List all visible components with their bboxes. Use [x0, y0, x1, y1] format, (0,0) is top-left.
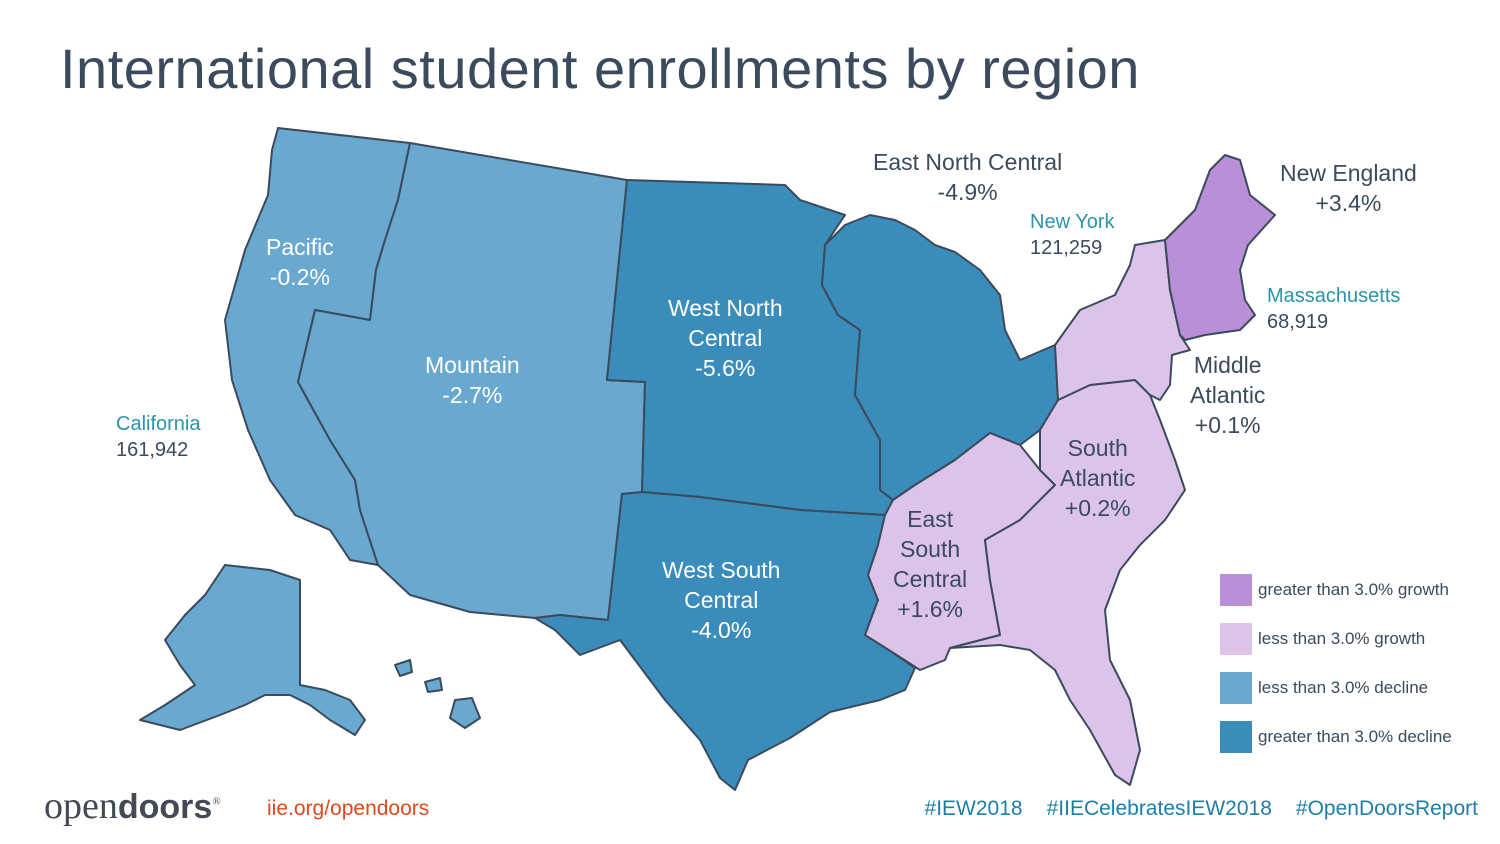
legend-item-strong-growth: greater than 3.0% growth [1220, 573, 1452, 607]
state-name: California [116, 413, 201, 435]
region-change: +3.4% [1315, 189, 1382, 216]
region-change: -0.2% [269, 263, 330, 290]
legend-swatch [1220, 672, 1252, 704]
label-pacific: Pacific -0.2% [266, 233, 334, 293]
region-name-line2: Central [684, 586, 759, 613]
page-title: International student enrollments by reg… [60, 37, 1140, 100]
hashtag-list: #IEW2018 #IIECelebratesIEW2018 #OpenDoor… [925, 797, 1478, 821]
legend-item-strong-decline: greater than 3.0% decline [1220, 720, 1452, 754]
region-name-line2: Central [688, 324, 763, 351]
opendoors-logo: opendoors® [44, 784, 221, 828]
legend: greater than 3.0% growth less than 3.0% … [1220, 573, 1452, 769]
label-west-north-central: West North Central -5.6% [668, 294, 783, 384]
region-name-line1: West South [662, 557, 781, 583]
logo-text-light: open [44, 785, 118, 827]
region-name: East North Central [873, 149, 1063, 175]
legend-label: less than 3.0% decline [1258, 678, 1429, 697]
region-name-line2: Atlantic [1060, 464, 1136, 491]
label-mountain: Mountain -2.7% [425, 351, 520, 411]
region-change: +1.6% [897, 595, 963, 622]
hashtag-open-doors-report[interactable]: #OpenDoorsReport [1295, 797, 1478, 820]
logo-text-bold: doors [117, 788, 213, 826]
region-name: New England [1280, 160, 1417, 186]
region-name: Mountain [425, 352, 520, 378]
region-new-england [1164, 154, 1276, 341]
region-change: +0.1% [1194, 411, 1261, 438]
state-massachusetts: Massachusetts 68,919 [1267, 283, 1400, 335]
legend-item-growth: less than 3.0% growth [1220, 622, 1452, 656]
label-middle-atlantic: Middle Atlantic +0.1% [1190, 351, 1265, 441]
state-value: 161,942 [116, 439, 189, 461]
legend-label: greater than 3.0% growth [1258, 580, 1449, 599]
region-hawaii [394, 659, 481, 729]
legend-swatch [1220, 623, 1252, 655]
state-california: California 161,942 [116, 411, 200, 463]
website-link[interactable]: iie.org/opendoors [267, 797, 430, 820]
state-value: 68,919 [1267, 311, 1329, 333]
logo-registered-mark: ® [212, 795, 221, 808]
label-south-atlantic: South Atlantic +0.2% [1060, 434, 1135, 524]
region-change: -5.6% [695, 354, 756, 381]
legend-swatch [1220, 721, 1252, 753]
region-name: Pacific [266, 234, 334, 260]
legend-label: greater than 3.0% decline [1258, 727, 1452, 746]
state-name: New York [1030, 211, 1115, 233]
label-new-england: New England +3.4% [1280, 159, 1417, 219]
region-name-line1: East [907, 506, 954, 532]
region-name-line2: Atlantic [1190, 381, 1266, 408]
region-change: -4.0% [691, 616, 752, 643]
hashtag-iew2018[interactable]: #IEW2018 [924, 797, 1023, 820]
legend-swatch [1220, 574, 1252, 606]
label-east-north-central: East North Central -4.9% [873, 148, 1062, 208]
state-new-york: New York 121,259 [1030, 209, 1115, 261]
region-south-atlantic [949, 379, 1186, 786]
region-name-line1: West North [668, 295, 783, 321]
region-change: -2.7% [442, 381, 503, 408]
region-name-line1: Middle [1193, 352, 1262, 378]
hashtag-iie-celebrates[interactable]: #IIECelebratesIEW2018 [1046, 797, 1272, 820]
label-west-south-central: West South Central -4.0% [662, 556, 780, 646]
state-name: Massachusetts [1267, 285, 1401, 307]
region-name-line1: South [1067, 435, 1128, 461]
region-middle-atlantic [1054, 239, 1191, 401]
region-name-line2: South [900, 535, 961, 562]
region-alaska [139, 564, 366, 736]
region-name-line3: Central [893, 565, 968, 592]
region-change: -4.9% [937, 178, 998, 205]
label-east-south-central: East South Central +1.6% [893, 505, 967, 625]
state-value: 121,259 [1030, 237, 1103, 259]
legend-item-decline: less than 3.0% decline [1220, 671, 1452, 705]
legend-label: less than 3.0% growth [1258, 629, 1426, 648]
region-change: +0.2% [1064, 494, 1131, 521]
